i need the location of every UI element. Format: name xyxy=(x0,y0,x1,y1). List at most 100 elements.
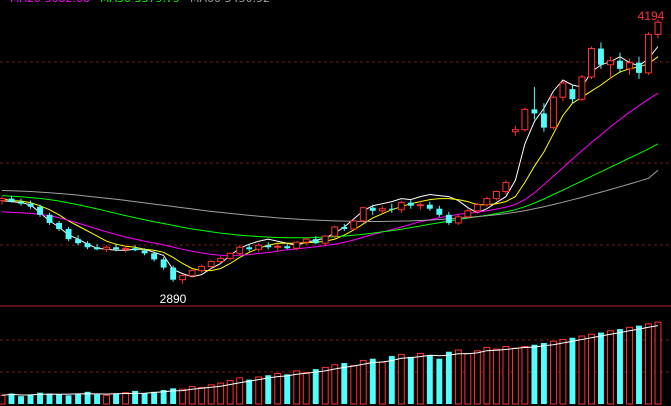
volume-bar-down xyxy=(246,379,253,404)
volume-bar-up xyxy=(350,365,358,405)
volume-bar-down xyxy=(369,358,376,404)
candle-body-down xyxy=(445,214,452,223)
low-price-label: 2890 xyxy=(160,292,187,306)
volume-bar-down xyxy=(160,390,167,404)
volume-bar-down xyxy=(636,325,642,404)
candle-body-up xyxy=(179,275,187,281)
volume-bar-up xyxy=(122,392,130,405)
candle-body-down xyxy=(56,222,62,230)
volume-bar-up xyxy=(607,330,614,405)
candle-body-down xyxy=(132,248,139,251)
candle-body-up xyxy=(331,226,339,237)
volume-bar-up xyxy=(0,394,6,405)
volume-bar-up xyxy=(179,388,187,405)
candle-body-up xyxy=(293,241,301,249)
volume-bar-up xyxy=(359,359,367,405)
candle-body-up xyxy=(321,235,329,244)
candle-body-down xyxy=(37,206,43,215)
volume-bar-up xyxy=(654,321,662,405)
volume-bar-up xyxy=(103,394,111,405)
ma-line-ma30 xyxy=(1,143,659,239)
volume-bar-up xyxy=(549,340,557,405)
candle-body-up xyxy=(483,198,491,206)
candle-body-down xyxy=(436,208,443,215)
volume-bars xyxy=(0,321,662,405)
candle-body-down xyxy=(170,267,177,280)
volume-bar-down xyxy=(341,363,348,404)
candle-body-up xyxy=(502,181,510,192)
candle-body-down xyxy=(598,48,604,65)
candle-body-down xyxy=(369,207,376,211)
ma-line-ma20 xyxy=(1,92,659,256)
candle-body-down xyxy=(540,113,547,128)
volume-bar-up xyxy=(559,339,567,405)
candle-body-down xyxy=(113,247,120,250)
candle-body-up xyxy=(607,60,614,66)
candle-body-down xyxy=(569,89,576,100)
volume-bar-up xyxy=(188,386,196,405)
candle-body-down xyxy=(312,239,319,244)
candle-body-up xyxy=(122,247,130,250)
volume-bar-down xyxy=(531,344,538,404)
volume-bar-down xyxy=(46,393,53,404)
candle-body-up xyxy=(236,246,244,254)
volume-bar-up xyxy=(416,352,424,405)
legend-item: MA30 3379.79 xyxy=(100,0,180,5)
volume-ma-line xyxy=(1,325,659,396)
candle-body-up xyxy=(626,62,633,70)
candle-body-down xyxy=(65,229,72,240)
volume-bar-down xyxy=(84,391,91,404)
volume-bar-up xyxy=(236,377,244,405)
volume-bar-down xyxy=(598,332,604,404)
volume-bar-down xyxy=(18,396,24,404)
volume-bar-up xyxy=(454,349,462,405)
legend-item: MA20 3682.08 xyxy=(10,0,90,5)
candle-body-down xyxy=(341,226,348,230)
candle-body-up xyxy=(226,252,234,259)
volume-bar-up xyxy=(397,353,405,405)
volume-bar-down xyxy=(27,394,34,404)
candle-body-up xyxy=(645,33,652,74)
candle-body-up xyxy=(207,260,215,268)
volume-bar-up xyxy=(226,379,234,405)
candle-body-up xyxy=(521,108,529,131)
grid-lines xyxy=(0,61,671,373)
volume-bar-up xyxy=(511,347,519,405)
volume-bar-down xyxy=(141,393,148,404)
volume-bar-down xyxy=(407,356,414,404)
volume-bar-down xyxy=(8,393,15,404)
candle-body-up xyxy=(350,220,358,230)
candle-body-up xyxy=(198,266,206,272)
volume-bar-up xyxy=(293,370,301,405)
volume-bar-up xyxy=(492,348,500,405)
ma-legend: MA20 3682.08 MA30 3379.79 MA60 3450.52 xyxy=(10,0,270,5)
volume-bar-down xyxy=(132,390,139,404)
volume-bar-up xyxy=(626,326,633,405)
candle-body-up xyxy=(416,204,424,207)
candle-body-down xyxy=(160,259,167,268)
ma-line-ma10 xyxy=(1,56,659,272)
ma-line-ma60 xyxy=(1,169,659,222)
volume-bar-down xyxy=(65,395,72,404)
volume-bar-down xyxy=(388,356,395,404)
candle-body-up xyxy=(302,238,310,243)
volume-bar-down xyxy=(540,343,547,404)
volume-bar-down xyxy=(312,369,319,404)
candle-body-down xyxy=(246,247,253,250)
volume-bar-up xyxy=(578,335,586,405)
volume-bar-up xyxy=(502,345,510,405)
candle-body-up xyxy=(454,216,462,224)
high-price-label: 4194 xyxy=(638,9,665,23)
volume-bar-up xyxy=(217,382,225,405)
volume-bar-down xyxy=(284,374,291,404)
volume-bar-up xyxy=(483,346,491,405)
candle-body-down xyxy=(284,246,291,249)
candle-body-up xyxy=(103,246,111,250)
candle-body-up xyxy=(578,76,586,100)
candle-body-down xyxy=(141,250,148,254)
volume-bar-down xyxy=(113,393,120,404)
volume-bar-down xyxy=(426,355,433,404)
volume-bar-up xyxy=(378,361,386,405)
